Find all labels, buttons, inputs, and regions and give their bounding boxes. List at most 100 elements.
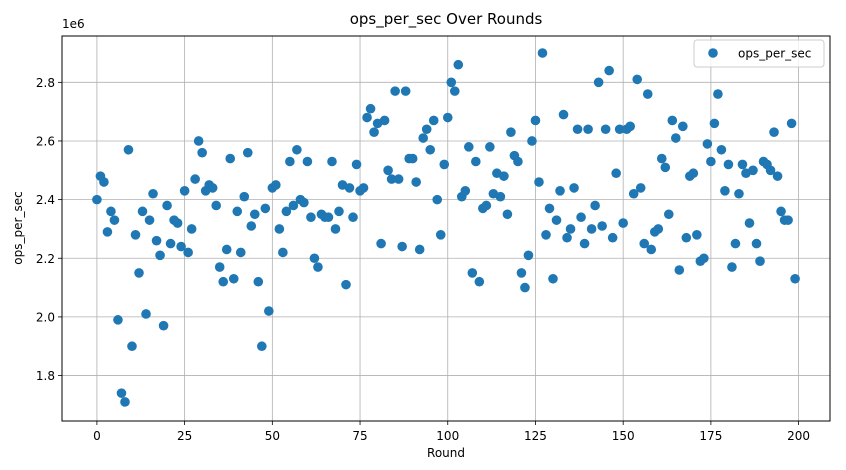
data-point (158, 320, 169, 331)
y-axis-label: ops_per_sec (11, 191, 25, 264)
data-point (709, 118, 720, 129)
data-point (390, 86, 400, 96)
data-point (249, 209, 260, 220)
x-tick-label: 25 (177, 429, 192, 443)
data-point (586, 224, 597, 234)
data-point (565, 224, 576, 234)
data-point (706, 156, 716, 167)
data-point (330, 224, 341, 234)
data-point (635, 183, 646, 193)
x-tick-label: 175 (699, 429, 722, 443)
data-point (214, 262, 225, 272)
data-point (628, 188, 639, 199)
data-point (425, 144, 436, 155)
data-point (239, 191, 250, 202)
data-point (362, 112, 372, 123)
data-point (790, 273, 800, 284)
data-point (513, 156, 523, 167)
legend-marker (708, 48, 718, 58)
y-tick-label: 2.0 (36, 310, 55, 324)
data-point (583, 124, 593, 135)
data-point (699, 253, 709, 264)
data-point (151, 235, 162, 246)
data-point (264, 306, 274, 316)
data-points (92, 48, 800, 407)
data-point (376, 238, 386, 249)
y-axis-offset-label: 1e6 (62, 17, 85, 31)
data-point (569, 183, 579, 193)
data-point (481, 200, 492, 211)
data-point (600, 124, 611, 135)
data-point (407, 153, 418, 164)
data-point (292, 144, 302, 155)
data-point (783, 215, 793, 225)
data-point (653, 224, 664, 234)
data-point (106, 206, 116, 217)
data-point (765, 165, 776, 176)
data-point (379, 115, 390, 126)
data-point (197, 147, 207, 158)
data-point (776, 206, 786, 217)
data-point (541, 230, 551, 240)
data-point (99, 177, 109, 187)
data-point (748, 165, 758, 176)
x-tick-label: 200 (787, 429, 810, 443)
y-tick-label: 2.2 (36, 252, 55, 266)
data-point (667, 115, 678, 126)
y-tick-label: 2.4 (36, 193, 55, 207)
data-point (611, 168, 621, 179)
x-tick-label: 50 (265, 429, 280, 443)
data-point (365, 103, 376, 114)
data-point (228, 273, 239, 284)
data-point (183, 247, 193, 258)
data-point (246, 221, 257, 231)
data-point (400, 86, 411, 96)
data-point (274, 224, 285, 234)
data-point (218, 276, 229, 287)
data-point (351, 159, 362, 170)
data-point (551, 215, 562, 225)
legend-box (693, 39, 825, 68)
data-point (253, 276, 264, 287)
data-point (285, 156, 295, 167)
x-axis-ticks: 0 25 50 75 100 125 150 175 200 (93, 421, 810, 443)
data-point (544, 203, 555, 214)
data-point (109, 215, 120, 225)
data-point (558, 109, 569, 120)
data-point (442, 112, 453, 123)
data-point (141, 309, 151, 319)
data-point (786, 118, 797, 129)
data-point (414, 244, 425, 255)
data-point (446, 77, 457, 88)
data-point (123, 144, 134, 155)
x-tick-label: 125 (524, 429, 547, 443)
data-point (614, 124, 625, 135)
data-point (348, 212, 358, 223)
y-tick-label: 2.6 (36, 134, 55, 148)
data-point (772, 171, 783, 181)
data-point (464, 142, 474, 152)
data-point (576, 212, 586, 223)
data-point (179, 186, 190, 196)
chart-title: ops_per_sec Over Rounds (350, 10, 543, 29)
data-point (386, 174, 397, 184)
data-point (418, 133, 428, 143)
plot-frame (61, 35, 831, 422)
data-point (137, 206, 148, 217)
legend: ops_per_sec (693, 39, 825, 68)
data-point (590, 200, 600, 211)
data-point (495, 191, 506, 202)
data-point (502, 209, 513, 220)
data-point (730, 238, 741, 249)
data-point (358, 183, 369, 193)
data-point (681, 232, 692, 243)
data-point (769, 127, 779, 137)
data-point (369, 127, 379, 137)
data-point (692, 230, 702, 240)
data-point (642, 89, 653, 99)
data-point (663, 209, 674, 220)
data-point (734, 188, 744, 199)
data-point (713, 89, 723, 99)
data-point (260, 203, 271, 214)
data-point (516, 268, 527, 278)
